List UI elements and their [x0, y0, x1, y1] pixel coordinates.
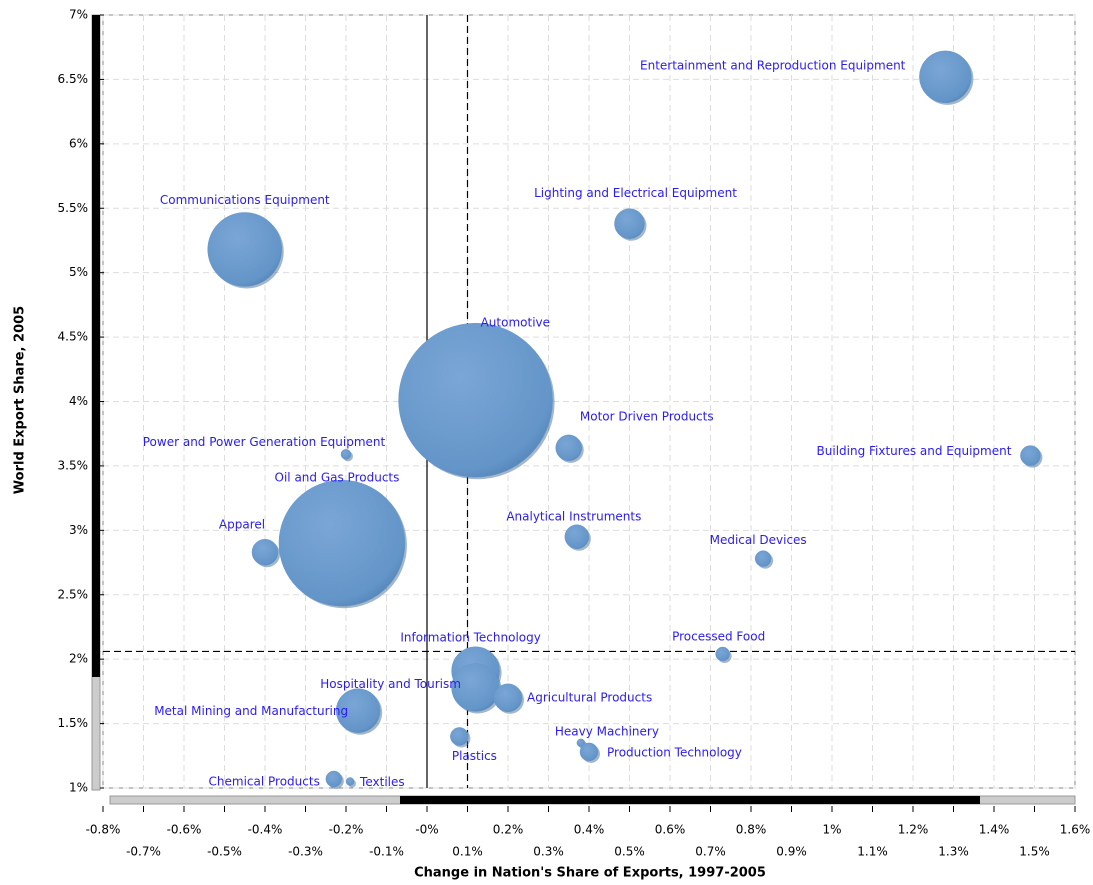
point-label: Building Fixtures and Equipment	[817, 444, 1012, 458]
bubble	[398, 322, 553, 478]
x-tick-label: 0.7%	[695, 845, 726, 859]
x-tick-label: -0%	[415, 823, 438, 837]
bubble	[564, 524, 590, 550]
y-tick-label: 3.5%	[58, 458, 89, 472]
v-scrollbar-thumb[interactable]	[92, 15, 100, 677]
x-tick-label: 0.3%	[533, 845, 564, 859]
y-tick-label: 6.5%	[58, 72, 89, 86]
point-label: Plastics	[452, 749, 497, 763]
x-tick-label: -0.3%	[288, 845, 323, 859]
point-label: Lighting and Electrical Equipment	[534, 186, 737, 200]
h-scrollbar-thumb[interactable]	[400, 796, 980, 804]
bubble	[335, 688, 381, 733]
bubble	[614, 208, 645, 239]
point-label: Automotive	[481, 316, 550, 330]
bubble	[919, 50, 972, 104]
point-label: Agricultural Products	[527, 690, 652, 704]
point-label: Hospitality and Tourism	[320, 677, 461, 691]
x-tick-label: 1.1%	[857, 845, 888, 859]
y-tick-label: 1%	[69, 781, 88, 795]
y-tick-label: 5.5%	[58, 201, 89, 215]
point-label: Analytical Instruments	[506, 509, 641, 523]
bubble	[207, 212, 282, 287]
x-tick-label: 0.5%	[614, 845, 645, 859]
y-tick-label: 4.5%	[58, 330, 89, 344]
bubble	[450, 727, 469, 746]
point-label: Motor Driven Products	[580, 409, 714, 423]
x-tick-label: 0.8%	[736, 823, 767, 837]
x-tick-label: -0.5%	[207, 845, 242, 859]
bubble	[345, 777, 355, 786]
bubble	[754, 550, 772, 567]
x-tick-label: 1.2%	[898, 823, 929, 837]
y-tick-label: 2%	[69, 652, 88, 666]
point-label: Oil and Gas Products	[275, 471, 400, 485]
x-tick-label: 1.6%	[1060, 823, 1091, 837]
x-tick-label: -0.8%	[86, 823, 121, 837]
y-tick-label: 1.5%	[58, 716, 89, 730]
point-label: Communications Equipment	[160, 193, 330, 207]
y-tick-label: 5%	[69, 265, 88, 279]
point-label: Power and Power Generation Equipment	[143, 435, 386, 449]
x-tick-label: -0.4%	[248, 823, 283, 837]
x-tick-label: 1%	[822, 823, 841, 837]
y-tick-label: 2.5%	[58, 587, 89, 601]
point-label: Production Technology	[607, 745, 742, 759]
point-label: Heavy Machinery	[555, 724, 659, 738]
bubble	[278, 479, 406, 607]
x-tick-label: -0.6%	[167, 823, 202, 837]
x-tick-label: 0.9%	[776, 845, 807, 859]
x-tick-label: -0.7%	[126, 845, 161, 859]
point-label: Chemical Products	[209, 774, 320, 788]
x-axis-title: Change in Nation's Share of Exports, 199…	[414, 866, 766, 881]
bubble	[251, 538, 279, 566]
bubble	[325, 770, 343, 788]
bubble	[340, 449, 352, 460]
x-tick-label: 0.4%	[574, 823, 605, 837]
x-tick-label: 1.4%	[979, 823, 1010, 837]
bubble	[1020, 445, 1041, 466]
x-tick-label: 0.1%	[452, 845, 483, 859]
y-tick-label: 3%	[69, 523, 88, 537]
bubble	[579, 742, 599, 762]
x-tick-label: -0.2%	[329, 823, 364, 837]
y-tick-label: 4%	[69, 394, 88, 408]
bubble	[715, 646, 730, 662]
point-label: Entertainment and Reproduction Equipment	[640, 58, 906, 72]
x-tick-label: 0.2%	[493, 823, 524, 837]
point-label: Information Technology	[400, 630, 541, 644]
point-label: Processed Food	[672, 630, 765, 644]
y-axis-title: World Export Share, 2005	[13, 306, 28, 494]
point-label: Medical Devices	[710, 533, 807, 547]
bubble	[576, 738, 586, 748]
y-tick-label: 6%	[69, 136, 88, 150]
x-tick-label: 1.3%	[938, 845, 969, 859]
x-tick-label: 0.6%	[655, 823, 686, 837]
bubble	[493, 683, 523, 713]
x-tick-label: -0.1%	[369, 845, 404, 859]
y-tick-label: 7%	[69, 8, 88, 22]
bubble	[555, 434, 582, 462]
point-label: Apparel	[219, 518, 265, 532]
point-label: Textiles	[359, 775, 405, 789]
x-tick-label: 1.5%	[1019, 845, 1050, 859]
point-label: Metal Mining and Manufacturing	[154, 704, 348, 718]
